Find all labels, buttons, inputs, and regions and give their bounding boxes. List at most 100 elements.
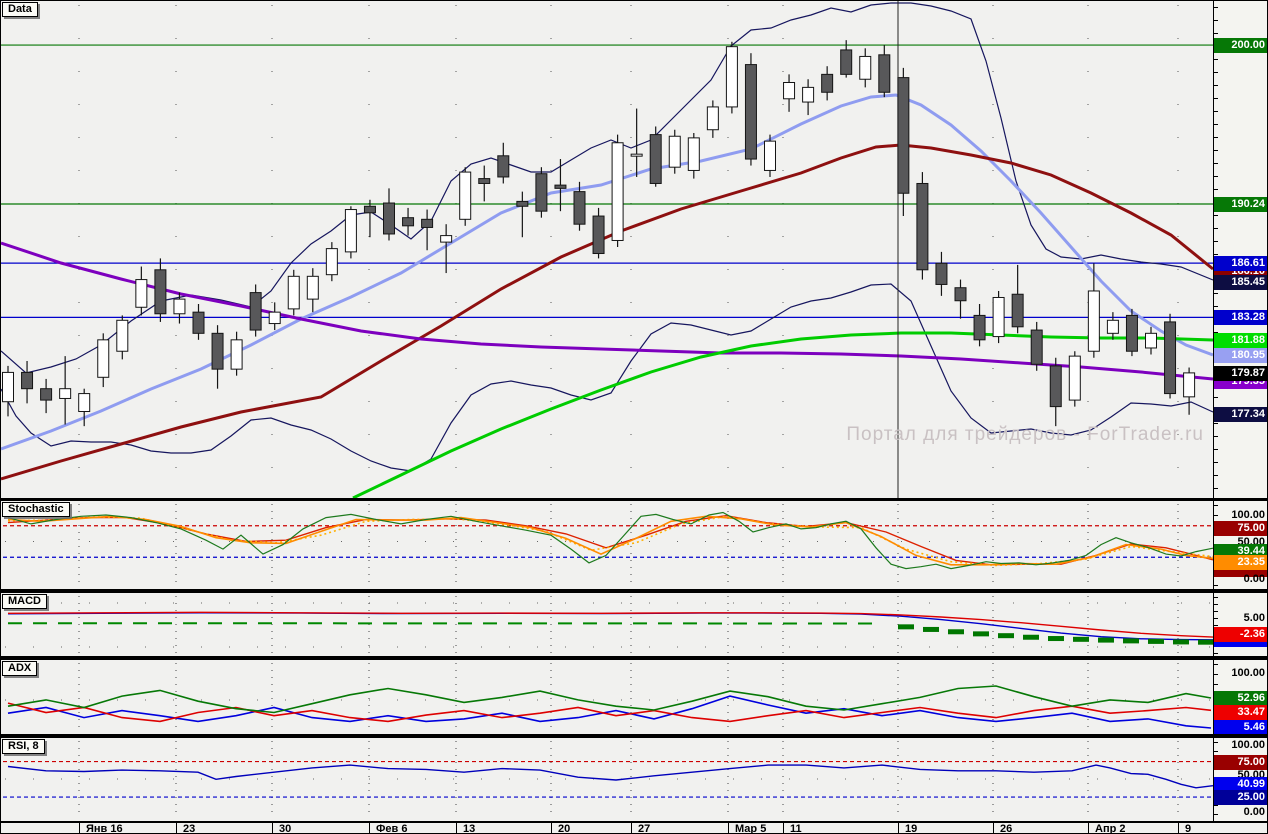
axis-tick <box>1214 515 1218 516</box>
panel-separator[interactable] <box>1 656 1267 660</box>
panel-separator[interactable] <box>1 589 1267 593</box>
adx-red-line <box>7 702 1212 723</box>
candle-body <box>421 218 434 228</box>
panel-title-data[interactable]: Data <box>2 2 38 17</box>
macd-histogram-blocks <box>1173 639 1189 645</box>
axis-tick <box>1214 215 1218 216</box>
candle-body <box>859 55 872 80</box>
axis-tick <box>1214 33 1218 34</box>
axis-tick <box>1214 111 1218 112</box>
macd-histogram-blocks <box>1073 636 1089 642</box>
candle-body <box>21 371 34 390</box>
date-axis-separator <box>551 823 552 833</box>
candle-body <box>97 339 110 378</box>
chart-canvas[interactable] <box>1 1 1213 821</box>
panel-title-rsi[interactable]: RSI, 8 <box>2 739 45 754</box>
candle-body <box>478 178 491 184</box>
date-axis-separator <box>783 823 784 833</box>
candle-body <box>192 311 205 334</box>
candle-body <box>725 46 738 108</box>
candle-body <box>135 279 148 308</box>
candle-body <box>649 134 662 184</box>
candle-body <box>592 215 605 255</box>
axis-tick <box>1214 597 1218 598</box>
rsi-value-label: 0.00 <box>1243 805 1265 818</box>
macd-histogram-blocks <box>1148 638 1164 644</box>
date-axis-separator <box>456 823 457 833</box>
axis-tick <box>1214 397 1218 398</box>
panel-title-adx[interactable]: ADX <box>2 661 38 676</box>
axis-tick <box>1214 475 1218 476</box>
candle-body <box>764 140 776 171</box>
candle-body <box>1164 321 1177 395</box>
candle-body <box>459 171 472 220</box>
candle-body <box>992 296 1005 338</box>
candle-body <box>211 332 224 370</box>
date-axis-label: Янв 16 <box>86 823 123 834</box>
candle-body <box>611 142 624 241</box>
panel-separator[interactable] <box>1 498 1267 501</box>
candle-body <box>954 287 967 302</box>
date-axis-label: 13 <box>463 823 476 834</box>
candle-body <box>783 81 796 100</box>
date-axis-separator <box>1178 823 1179 833</box>
candle-body <box>744 64 757 160</box>
date-axis-separator <box>79 823 80 833</box>
axis-tick <box>1214 604 1218 605</box>
candle-body <box>668 135 681 168</box>
axis-tick <box>1214 228 1218 229</box>
axis-tick <box>1214 189 1218 190</box>
axis-tick <box>1214 254 1218 255</box>
main-value-label: 186.61 <box>1214 255 1267 271</box>
candle-body <box>383 202 395 235</box>
date-axis-separator <box>272 823 273 833</box>
date-axis-separator <box>728 823 729 833</box>
stochastic-value-label: 75.00 <box>1214 520 1267 536</box>
panel-title-macd[interactable]: MACD <box>2 594 47 609</box>
stochastic-value-label: 0.00 <box>1243 572 1265 585</box>
adx-value-label: 33.47 <box>1214 704 1267 720</box>
axis-tick <box>1214 306 1218 307</box>
date-axis-label: Фев 6 <box>376 823 408 834</box>
axis-tick <box>1214 423 1218 424</box>
macd-histogram-blocks <box>1123 638 1139 644</box>
candle-body <box>116 319 129 352</box>
date-axis-label: 30 <box>279 823 292 834</box>
candle-body <box>935 262 948 285</box>
main-value-label: 190.24 <box>1214 196 1267 212</box>
stoch-green <box>7 511 1213 570</box>
candle-body <box>1125 314 1138 352</box>
axis-tick <box>1214 176 1218 177</box>
axis-tick <box>1214 505 1218 506</box>
stoch-orange-dotted <box>7 515 1213 567</box>
ma-green-line <box>352 331 1213 500</box>
candle-body <box>325 248 338 276</box>
axis-tick <box>1214 585 1218 586</box>
panel-separator[interactable] <box>1 734 1267 738</box>
adx-green-line <box>7 685 1212 714</box>
candle-body <box>1011 293 1024 328</box>
rsi-value-label: 75.00 <box>1214 754 1267 770</box>
axis-tick <box>1214 436 1218 437</box>
candle-body <box>840 49 853 75</box>
axis-tick <box>1214 7 1218 8</box>
axis-tick <box>1214 163 1218 164</box>
panel-title-stochastic[interactable]: Stochastic <box>2 502 70 517</box>
macd-histogram-blocks <box>948 629 964 635</box>
candle-body <box>40 388 53 401</box>
axis-tick <box>1214 611 1218 612</box>
axis-tick <box>1214 742 1218 743</box>
candle-body <box>287 275 300 310</box>
macd-histogram-blocks <box>1098 637 1114 643</box>
date-axis-separator <box>993 823 994 833</box>
date-axis-label: 11 <box>790 823 802 834</box>
rsi-line <box>7 764 1213 789</box>
candle-body <box>1087 290 1100 352</box>
adx-blue-line <box>7 695 1212 729</box>
date-axis-label: 19 <box>905 823 918 834</box>
axis-tick <box>1214 98 1218 99</box>
rsi-value-label: 40.99 <box>1214 776 1267 792</box>
candle-body <box>59 388 72 399</box>
axis-tick <box>1214 72 1218 73</box>
date-axis-label: Апр 2 <box>1095 823 1126 834</box>
